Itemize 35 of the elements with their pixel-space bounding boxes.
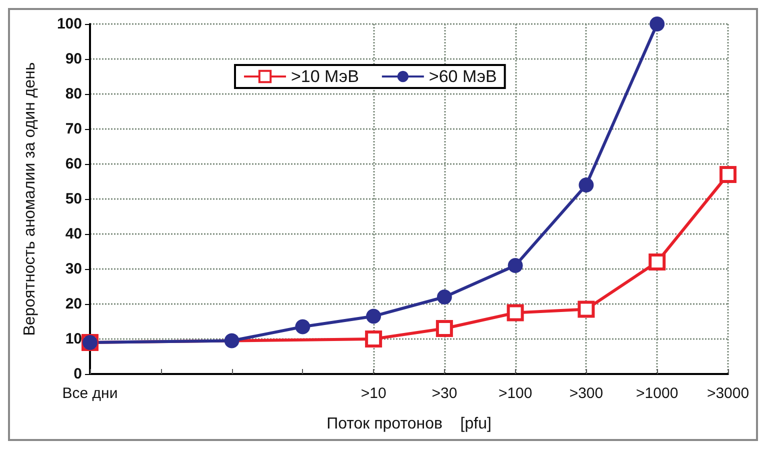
y-tick-label: 90 (65, 50, 82, 68)
legend-label: >60 МэВ (428, 67, 497, 86)
point (720, 166, 736, 183)
point (648, 254, 666, 270)
x-tick-label: >10 (360, 385, 386, 402)
y-tick-label: 40 (65, 226, 82, 242)
x-tick-label: Все дни (62, 385, 118, 402)
y-tick-label: 60 (65, 156, 82, 172)
y-tick-label: 70 (65, 120, 82, 138)
point (436, 290, 452, 304)
point (224, 333, 240, 348)
y-tick-label: 10 (65, 330, 82, 348)
x-tick-label: >1000 (636, 385, 678, 402)
y-tick-label: 20 (65, 296, 82, 312)
point (506, 304, 524, 322)
point (295, 319, 310, 334)
point (578, 178, 594, 192)
y-tick-label: 30 (65, 260, 82, 278)
legend-label: >10 МэВ (291, 67, 359, 86)
x-tick-label: >300 (569, 385, 604, 402)
point (366, 308, 382, 324)
point (365, 330, 382, 348)
point (650, 16, 665, 32)
point (578, 300, 595, 318)
point (436, 320, 453, 337)
y-tick-label: 100 (56, 16, 82, 32)
y-axis-title: Вероятность аномалии за один день (22, 62, 38, 336)
y-tick-label: 0 (74, 366, 82, 382)
x-tick-label: >100 (498, 385, 532, 402)
x-tick-label: >3000 (706, 385, 750, 402)
x-axis-title: Поток протонов [pfu] (326, 416, 492, 432)
y-tick-label: 50 (65, 190, 82, 208)
y-tick-label: 80 (65, 86, 82, 102)
x-tick-label: >30 (432, 385, 458, 402)
point (508, 258, 523, 273)
